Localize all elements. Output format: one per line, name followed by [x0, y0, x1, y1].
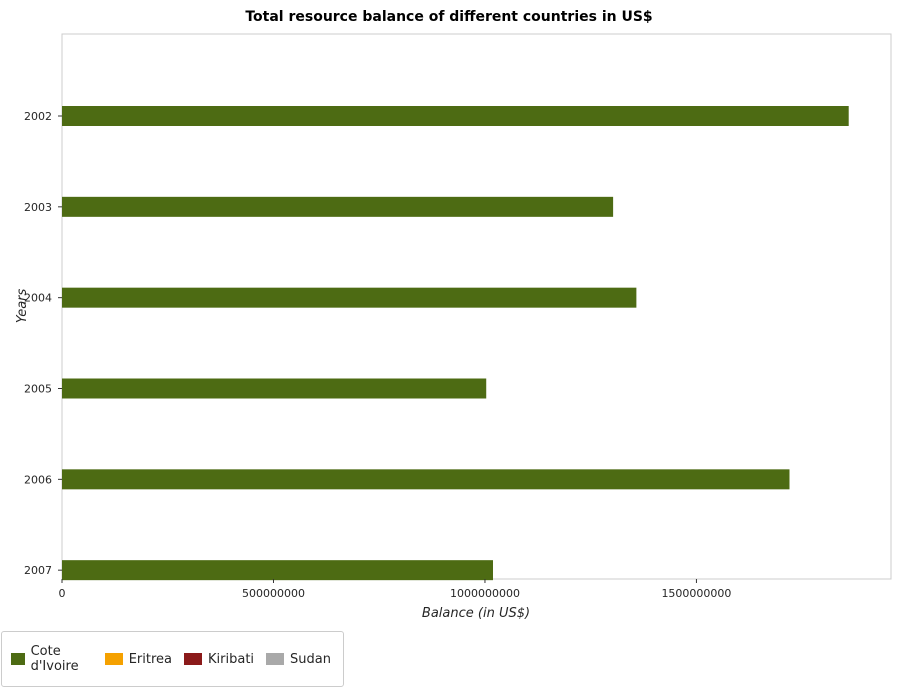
y-tick-label: 2006: [24, 473, 52, 486]
legend-label: Sudan: [290, 651, 331, 667]
legend-label: Eritrea: [128, 651, 173, 667]
legend-label: Kiribati: [208, 651, 255, 667]
bar-cote-d-ivoire-2004: [62, 287, 637, 308]
x-tick-label: 0: [59, 587, 66, 600]
x-tick-label: 1000000000: [450, 587, 520, 600]
chart-legend: Cote d'Ivoire Eritrea Kiribati Sudan: [1, 631, 344, 687]
bar-cote-d-ivoire-2007: [62, 560, 493, 581]
chart-title: Total resource balance of different coun…: [245, 9, 653, 25]
legend-item-cote-divoire: Cote d'Ivoire: [11, 644, 93, 674]
bar-cote-d-ivoire-2003: [62, 196, 614, 217]
y-tick-label: 2002: [24, 110, 52, 123]
x-tick-label: 1500000000: [661, 587, 731, 600]
bar-cote-d-ivoire-2002: [62, 106, 849, 126]
legend-swatch: [104, 653, 123, 665]
legend-label: Cote d'Ivoire: [30, 644, 79, 674]
legend-swatch: [184, 653, 203, 665]
x-tick-label: 500000000: [242, 587, 305, 600]
x-axis-label: Balance (in US$): [422, 606, 530, 621]
y-tick-label: 2004: [24, 292, 52, 305]
bar-cote-d-ivoire-2006: [62, 469, 790, 490]
legend-item-sudan: Sudan: [266, 652, 331, 667]
y-tick-label: 2007: [24, 564, 52, 577]
y-axis-label: Years: [15, 288, 30, 323]
legend-item-eritrea: Eritrea: [104, 651, 173, 667]
legend-item-kiribati: Kiribati: [184, 652, 254, 667]
bar-cote-d-ivoire-2005: [62, 378, 487, 399]
y-tick-label: 2005: [24, 383, 52, 396]
legend-swatch: [11, 653, 25, 665]
y-tick-label: 2003: [24, 201, 52, 214]
legend-swatch: [266, 653, 285, 665]
